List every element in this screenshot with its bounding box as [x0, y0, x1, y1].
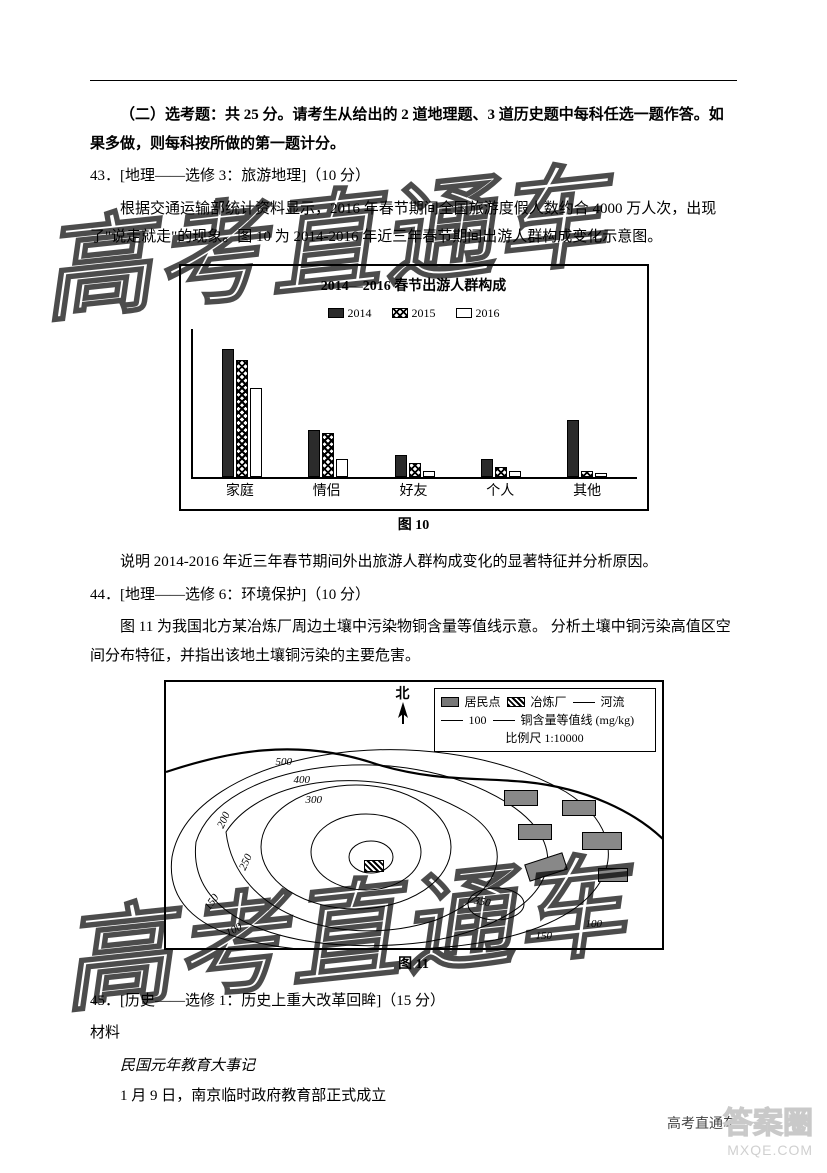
swatch-2016: [456, 308, 472, 318]
footer-brand: 答案圈: [723, 1106, 813, 1142]
bar-group: [285, 430, 371, 477]
figure10-caption: 图 10: [90, 513, 737, 540]
footer-url: MXQE.COM: [723, 1142, 813, 1159]
q43-p2: 说明 2014-2016 年近三年春节期间外出旅游人群构成变化的显著特征并分析原…: [90, 548, 737, 577]
bar: [336, 459, 348, 477]
settlement-marker: [582, 832, 622, 850]
bar: [595, 473, 607, 477]
bar: [222, 349, 234, 477]
legend-label: 2016: [476, 302, 500, 325]
chart-title: 2014—2016 春节出游人群构成: [191, 274, 637, 301]
map-svg: [166, 682, 664, 950]
x-label: 家庭: [197, 479, 284, 506]
contour-value: 300: [306, 790, 323, 811]
contour-value: 400: [294, 770, 311, 791]
q45-material-label: 材料: [90, 1019, 737, 1048]
q45-title: 45．[历史——选修 1：历史上重大改革回眸]（15 分）: [90, 987, 737, 1016]
contour-value: 350: [472, 891, 492, 914]
factory-marker: [364, 860, 384, 872]
q44-p1: 图 11 为我国北方某冶炼厂周边土壤中污染物铜含量等值线示意。 分析土壤中铜污染…: [90, 613, 737, 670]
bar-group: [544, 420, 630, 477]
bar: [567, 420, 579, 477]
figure11-caption: 图 11: [90, 952, 737, 979]
bar: [481, 459, 493, 477]
plot-area: [191, 329, 637, 479]
legend-2014: 2014: [328, 302, 372, 325]
contour-value: 500: [276, 752, 293, 773]
x-label: 其他: [544, 479, 631, 506]
settlement-marker: [504, 790, 538, 806]
bar-chart: 2014—2016 春节出游人群构成 2014 2015 2016 家庭情侣好友…: [179, 264, 649, 512]
bar: [423, 471, 435, 477]
bar-group: [458, 459, 544, 477]
section2-heading: （二）选考题：共 25 分。请考生从给出的 2 道地理题、3 道历史题中每科任选…: [90, 101, 737, 158]
top-rule: [90, 80, 737, 81]
chart-legend: 2014 2015 2016: [191, 302, 637, 325]
x-label: 个人: [457, 479, 544, 506]
q43-title: 43．[地理——选修 3：旅游地理]（10 分）: [90, 162, 737, 191]
page: （二）选考题：共 25 分。请考生从给出的 2 道地理题、3 道历史题中每科任选…: [0, 0, 827, 1173]
contour-value: 100: [586, 914, 603, 935]
x-label: 情侣: [283, 479, 370, 506]
legend-2016: 2016: [456, 302, 500, 325]
q45-line1: 1 月 9 日，南京临时政府教育部正式成立: [90, 1082, 737, 1111]
footer-watermark: 答案圈 MXQE.COM: [723, 1106, 813, 1159]
contour-value: 150: [536, 926, 553, 947]
bar: [395, 455, 407, 477]
q43-p1: 根据交通运输部统计资料显示，2016 年春节期间全国旅游度假人数约合 4000 …: [90, 195, 737, 252]
settlement-marker: [518, 824, 552, 840]
bar: [409, 463, 421, 477]
settlement-marker: [562, 800, 596, 816]
swatch-2015: [392, 308, 408, 318]
contour-map: 北 居民点 冶炼厂 河流 100 铜含量等值线 (mg/kg) 比例尺 1:10…: [164, 680, 664, 950]
x-axis-labels: 家庭情侣好友个人其他: [191, 479, 637, 506]
bar-group: [199, 349, 285, 477]
legend-2015: 2015: [392, 302, 436, 325]
bar: [322, 433, 334, 476]
bar: [581, 471, 593, 477]
x-label: 好友: [370, 479, 457, 506]
q44-title: 44．[地理——选修 6：环境保护]（10 分）: [90, 581, 737, 610]
bar-group: [371, 455, 457, 477]
legend-label: 2014: [348, 302, 372, 325]
settlement-marker: [598, 868, 628, 882]
bar: [308, 430, 320, 477]
legend-label: 2015: [412, 302, 436, 325]
bar: [509, 471, 521, 477]
swatch-2014: [328, 308, 344, 318]
bar: [250, 388, 262, 477]
bar: [495, 467, 507, 477]
q45-subheading: 民国元年教育大事记: [90, 1052, 737, 1081]
bar: [236, 360, 248, 476]
